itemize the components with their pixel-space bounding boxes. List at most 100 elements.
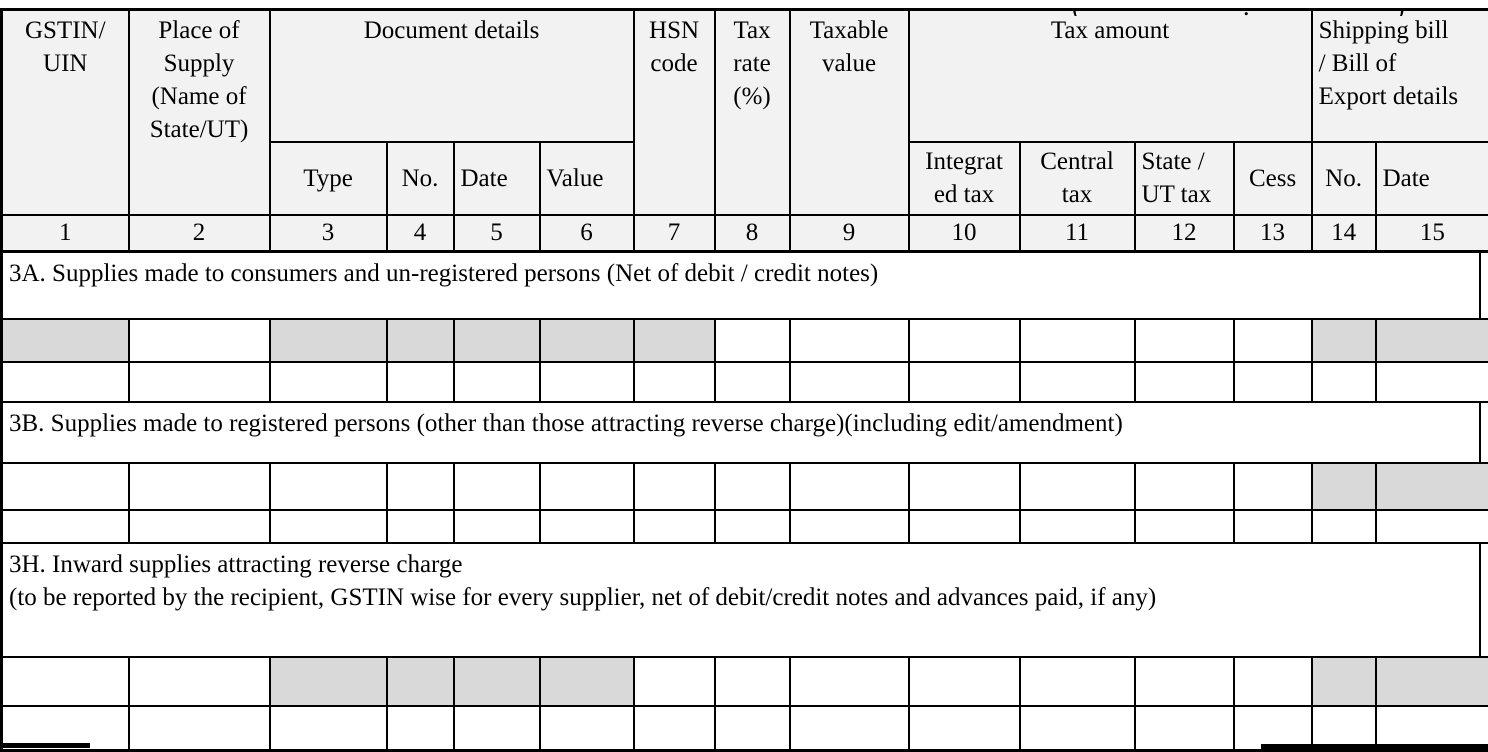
- empty-cell: [454, 706, 540, 751]
- column-header-gstin-uin: GSTIN/ UIN: [2, 10, 129, 215]
- empty-cell: [1312, 510, 1376, 543]
- data-row-3b-2: [2, 510, 1488, 543]
- empty-cell: [909, 319, 1020, 362]
- section-title-3a: 3A. Supplies made to consumers and un-re…: [2, 252, 1488, 319]
- section-row-3b: 3B. Supplies made to registered persons …: [2, 402, 1488, 463]
- shaded-cell: [540, 657, 634, 706]
- empty-cell: [454, 510, 540, 543]
- empty-cell: [1020, 706, 1135, 751]
- section-row-3h: 3H. Inward supplies attracting reverse c…: [2, 543, 1488, 657]
- empty-cell: [790, 706, 909, 751]
- empty-cell: [1234, 657, 1312, 706]
- data-row-3a-2: [2, 362, 1488, 402]
- column-number: 4: [387, 215, 454, 252]
- empty-cell: [129, 362, 270, 402]
- gst-form-table: GSTIN/ UIN Place of Supply (Name of Stat…: [0, 8, 1488, 752]
- empty-cell: [387, 706, 454, 751]
- empty-cell: [1376, 362, 1488, 402]
- empty-cell: [1020, 362, 1135, 402]
- empty-cell: [715, 319, 790, 362]
- column-number: 12: [1135, 215, 1234, 252]
- empty-cell: [1020, 510, 1135, 543]
- page: { "colors": { "header_bg": "#f2f2f2", "s…: [0, 8, 1488, 749]
- cut-off-border-fragment-right: [1261, 744, 1488, 749]
- column-number: 9: [790, 215, 909, 252]
- section-title-3h: 3H. Inward supplies attracting reverse c…: [2, 543, 1488, 657]
- empty-cell: [909, 657, 1020, 706]
- section-title-3b: 3B. Supplies made to registered persons …: [2, 402, 1488, 463]
- section-right-divider: [1479, 402, 1481, 463]
- empty-cell: [2, 463, 129, 510]
- partial-close-paren: ): [1396, 8, 1405, 16]
- cut-off-text-line: ( . ): [0, 8, 1488, 16]
- data-row-3a-1: [2, 319, 1488, 362]
- empty-cell: [129, 706, 270, 751]
- shaded-cell: [454, 319, 540, 362]
- column-group-document-details: Document details: [270, 10, 634, 142]
- column-header-taxable-value: Taxable value: [790, 10, 909, 215]
- column-number: 1: [2, 215, 129, 252]
- column-number: 14: [1312, 215, 1376, 252]
- empty-cell: [1135, 319, 1234, 362]
- empty-cell: [540, 706, 634, 751]
- shaded-cell: [540, 319, 634, 362]
- column-number-row: 1 2 3 4 5 6 7 8 9 10 11 12 13 14 15: [2, 215, 1488, 252]
- empty-cell: [540, 510, 634, 543]
- shaded-cell: [454, 657, 540, 706]
- partial-open-paren: (: [1072, 8, 1081, 16]
- column-group-tax-amount: Tax amount: [909, 10, 1312, 142]
- shaded-cell: [1376, 657, 1488, 706]
- shaded-cell: [1312, 657, 1376, 706]
- empty-cell: [270, 463, 387, 510]
- column-header-shipping-no: No.: [1312, 142, 1376, 215]
- shaded-cell: [1376, 319, 1488, 362]
- empty-cell: [129, 657, 270, 706]
- empty-cell: [270, 362, 387, 402]
- empty-cell: [387, 510, 454, 543]
- section-right-divider: [1479, 252, 1481, 319]
- data-row-3h-1: [2, 657, 1488, 706]
- column-number: 6: [540, 215, 634, 252]
- empty-cell: [1376, 510, 1488, 543]
- data-row-3b-1: [2, 463, 1488, 510]
- empty-cell: [790, 319, 909, 362]
- empty-cell: [634, 510, 715, 543]
- cut-off-border-fragment-left: [0, 743, 90, 748]
- empty-cell: [1234, 510, 1312, 543]
- shaded-cell: [1376, 463, 1488, 510]
- empty-cell: [715, 657, 790, 706]
- shaded-cell: [270, 657, 387, 706]
- column-number: 10: [909, 215, 1020, 252]
- empty-cell: [634, 657, 715, 706]
- empty-cell: [387, 362, 454, 402]
- column-header-doc-date: Date: [454, 142, 540, 215]
- empty-cell: [2, 657, 129, 706]
- empty-cell: [540, 362, 634, 402]
- empty-cell: [387, 463, 454, 510]
- empty-cell: [1234, 362, 1312, 402]
- column-header-cess: Cess: [1234, 142, 1312, 215]
- section-row-3a: 3A. Supplies made to consumers and un-re…: [2, 252, 1488, 319]
- empty-cell: [715, 510, 790, 543]
- empty-cell: [1020, 463, 1135, 510]
- empty-cell: [129, 463, 270, 510]
- empty-cell: [634, 463, 715, 510]
- column-number: 13: [1234, 215, 1312, 252]
- shaded-cell: [387, 657, 454, 706]
- empty-cell: [1135, 463, 1234, 510]
- empty-cell: [790, 463, 909, 510]
- column-header-doc-type: Type: [270, 142, 387, 215]
- partial-dot: .: [1243, 8, 1250, 16]
- empty-cell: [454, 362, 540, 402]
- shaded-cell: [2, 319, 129, 362]
- column-number: 11: [1020, 215, 1135, 252]
- column-number: 7: [634, 215, 715, 252]
- column-header-doc-no: No.: [387, 142, 454, 215]
- header-row-1: GSTIN/ UIN Place of Supply (Name of Stat…: [2, 10, 1488, 142]
- empty-cell: [1135, 657, 1234, 706]
- shaded-cell: [387, 319, 454, 362]
- empty-cell: [1020, 319, 1135, 362]
- table-body: 3A. Supplies made to consumers and un-re…: [2, 252, 1488, 751]
- column-header-integrated-tax: Integrat ed tax: [909, 142, 1020, 215]
- column-header-doc-value: Value: [540, 142, 634, 215]
